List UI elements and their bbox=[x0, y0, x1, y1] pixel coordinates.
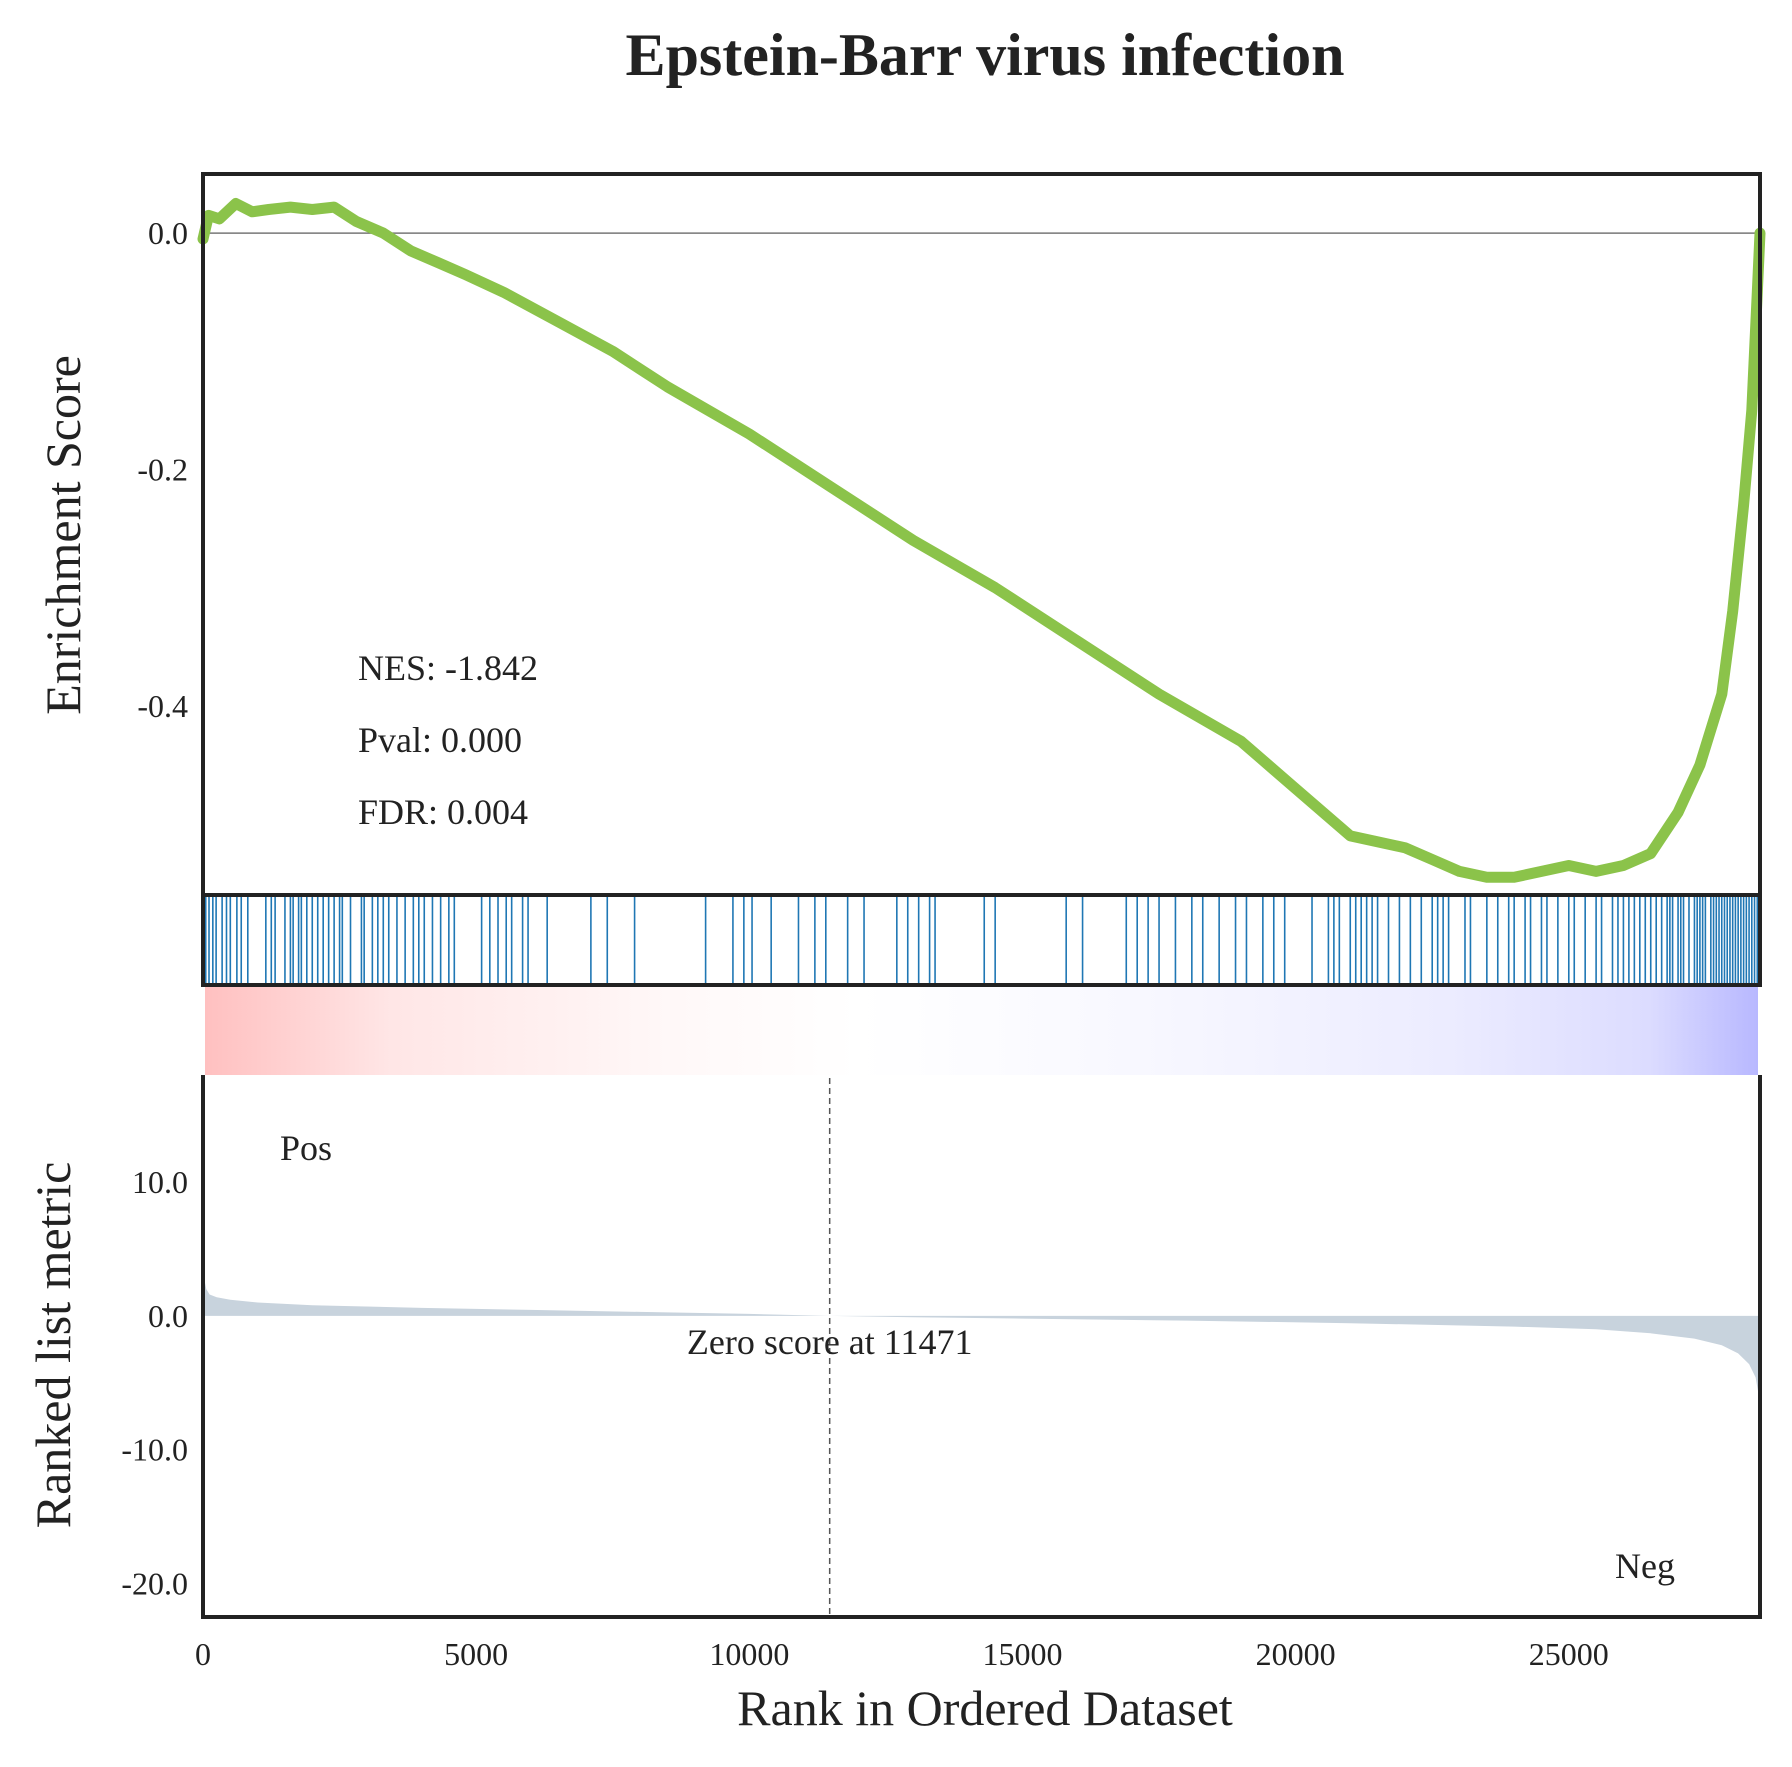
x-tick-label: 25000 bbox=[1529, 1636, 1609, 1672]
x-axis-label: Rank in Ordered Dataset bbox=[737, 1680, 1233, 1736]
x-tick-label: 0 bbox=[195, 1636, 211, 1672]
metric-y-tick-label: -20.0 bbox=[121, 1566, 188, 1602]
neg-label: Neg bbox=[1615, 1546, 1675, 1586]
x-ticks: 0 5000 10000 15000 20000 25000 bbox=[195, 1636, 1609, 1672]
zero-score-label: Zero score at 11471 bbox=[687, 1322, 973, 1362]
metric-panel: Zero score at 11471 Pos Neg 10.0 0.0 -10.0… bbox=[25, 1075, 1762, 1619]
es-y-tick-label: -0.4 bbox=[137, 688, 188, 724]
x-tick-label: 15000 bbox=[982, 1636, 1062, 1672]
es-y-axis-label: Enrichment Score bbox=[35, 355, 91, 715]
es-y-ticks: 0.0 -0.2 -0.4 bbox=[137, 215, 188, 724]
rank-gradient-bar bbox=[205, 987, 1758, 1075]
hits-panel bbox=[201, 893, 1762, 987]
es-y-tick-label: -0.2 bbox=[137, 451, 188, 487]
es-panel: 0.0 -0.2 -0.4 Enrichment Score NES: -1.842… bbox=[35, 172, 1766, 897]
metric-y-axis-label: Ranked list metric bbox=[25, 1162, 81, 1529]
chart-title: Epstein-Barr virus infection bbox=[626, 22, 1345, 88]
metric-y-tick-label: -10.0 bbox=[121, 1432, 188, 1468]
x-tick-label: 10000 bbox=[709, 1636, 789, 1672]
x-tick-label: 5000 bbox=[444, 1636, 508, 1672]
hits-panel-frame bbox=[201, 893, 1762, 987]
es-panel-frame bbox=[201, 172, 1762, 897]
metric-y-tick-label: 10.0 bbox=[132, 1164, 188, 1200]
pval-annotation: Pval: 0.000 bbox=[358, 720, 522, 760]
hit-lines bbox=[204, 897, 1759, 983]
es-y-tick-label: 0.0 bbox=[148, 215, 188, 251]
pos-label: Pos bbox=[280, 1128, 332, 1168]
es-line bbox=[197, 198, 1766, 883]
metric-y-tick-label: 0.0 bbox=[148, 1298, 188, 1334]
metric-y-ticks: 10.0 0.0 -10.0 -20.0 bbox=[121, 1164, 188, 1601]
metric-panel-frame bbox=[201, 1075, 1762, 1619]
metric-area bbox=[203, 1262, 1760, 1423]
nes-annotation: NES: -1.842 bbox=[358, 648, 538, 688]
x-tick-label: 20000 bbox=[1256, 1636, 1336, 1672]
fdr-annotation: FDR: 0.004 bbox=[358, 792, 528, 832]
